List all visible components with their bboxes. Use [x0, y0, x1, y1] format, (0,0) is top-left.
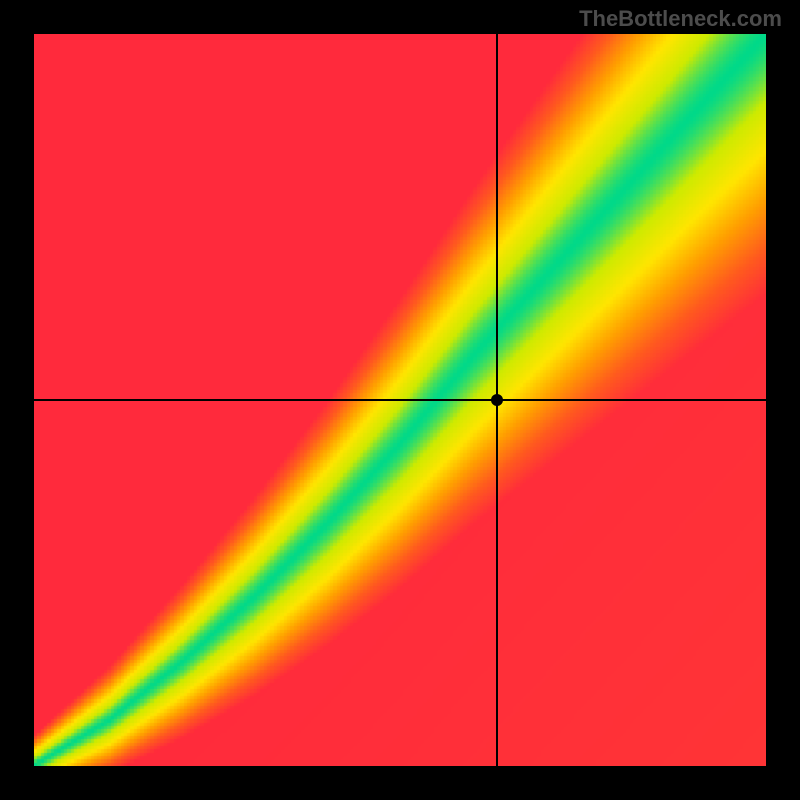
plot-area — [34, 34, 766, 766]
figure-root: TheBottleneck.com — [0, 0, 800, 800]
crosshair-marker-dot — [491, 394, 503, 406]
crosshair-horizontal — [34, 399, 766, 401]
watermark-text: TheBottleneck.com — [579, 6, 782, 32]
